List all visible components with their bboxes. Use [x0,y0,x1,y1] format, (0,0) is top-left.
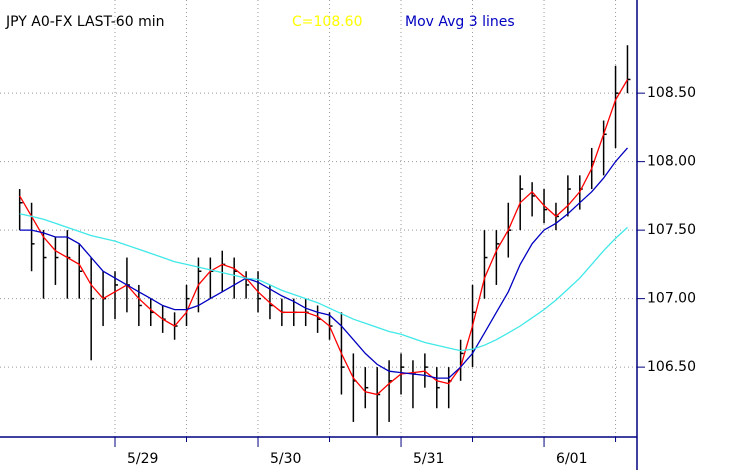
y-tick-label: 108.00 [647,154,696,170]
y-tick-label: 106.50 [647,359,696,375]
last-price-label: C=108.60 [292,14,363,30]
x-tick-label: 5/31 [413,451,444,467]
x-tick-label: 5/30 [270,451,301,467]
y-tick-label: 107.50 [647,222,696,238]
study-label: Mov Avg 3 lines [405,14,515,30]
y-tick-label: 107.00 [647,291,696,307]
y-tick-label: 108.50 [647,85,696,101]
moving-average-line [19,79,629,396]
moving-average-line [19,147,628,379]
chart-title: JPY A0-FX LAST-60 min [5,14,164,30]
x-tick-label: 5/29 [127,451,158,467]
x-tick-label: 6/01 [556,451,587,467]
moving-average-line [19,213,628,352]
